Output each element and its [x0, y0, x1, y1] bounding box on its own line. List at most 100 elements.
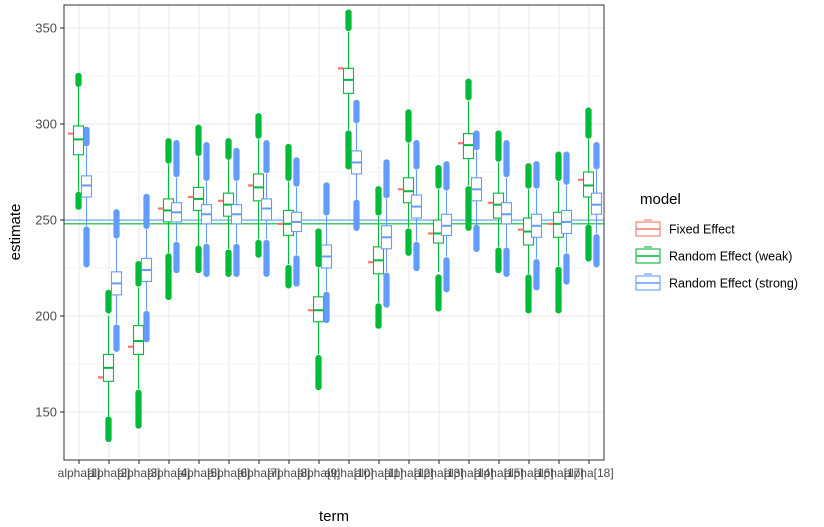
- x-tick-label: alpha[1]: [58, 466, 101, 480]
- outlier-point: [525, 274, 532, 281]
- box-random-weak: [342, 9, 355, 170]
- outlier-point: [105, 416, 112, 423]
- outlier-point: [585, 107, 592, 114]
- outlier-point: [555, 151, 562, 158]
- outlier-point: [143, 310, 150, 318]
- outlier-point: [225, 249, 232, 256]
- x-tick-label: alpha[16]: [504, 466, 553, 480]
- box-random-weak: [462, 78, 475, 231]
- outlier-point: [255, 239, 262, 247]
- outlier-point: [345, 9, 352, 16]
- box-random-weak: [162, 138, 175, 301]
- outlier-point: [435, 274, 442, 281]
- outlier-point: [375, 186, 382, 193]
- outlier-point: [593, 234, 600, 241]
- y-tick-label: 300: [35, 117, 57, 132]
- outlier-point: [443, 257, 450, 264]
- outlier-point: [503, 140, 510, 147]
- outlier-point: [375, 303, 382, 310]
- x-tick-label: alpha[5]: [178, 466, 221, 480]
- box-random-weak: [402, 109, 415, 256]
- outlier-point: [293, 255, 300, 262]
- outlier-point: [405, 109, 412, 116]
- outlier-point: [413, 140, 420, 147]
- box-random-weak: [252, 113, 265, 258]
- box-random-strong: [320, 182, 333, 324]
- box-random-strong: [500, 140, 513, 277]
- x-tick-label: alpha[13]: [414, 466, 463, 480]
- box-random-strong: [590, 141, 603, 268]
- box-random-strong: [260, 140, 273, 277]
- box-random-weak: [492, 130, 505, 274]
- x-tick-label: alpha[15]: [474, 466, 523, 480]
- outlier-point: [255, 113, 262, 120]
- box-random-strong: [380, 159, 393, 308]
- box-random-strong: [140, 193, 153, 343]
- outlier-point: [173, 140, 180, 147]
- box-random-strong: [530, 161, 543, 291]
- box-random-weak: [192, 124, 205, 274]
- y-tick-label: 200: [35, 309, 57, 324]
- fixed-effect-series: [68, 67, 583, 379]
- outlier-point: [143, 193, 150, 201]
- box-random-strong: [350, 99, 363, 231]
- outlier-point: [473, 130, 480, 137]
- outlier-point: [113, 324, 120, 331]
- x-tick-label: alpha[11]: [355, 466, 404, 480]
- box-random-strong: [560, 151, 573, 285]
- box-random-weak: [522, 163, 535, 314]
- outlier-point: [75, 72, 82, 80]
- outlier-point: [383, 272, 390, 279]
- outlier-point: [105, 289, 112, 297]
- x-tick-label: alpha[7]: [238, 466, 281, 480]
- outlier-point: [315, 355, 322, 362]
- outlier-point: [383, 159, 390, 166]
- x-axis-title: term: [319, 508, 349, 525]
- y-axis-title: estimate: [7, 204, 24, 261]
- box-random-weak: [312, 228, 325, 391]
- y-tick-label: 150: [35, 405, 57, 420]
- box-random-strong: [200, 141, 213, 277]
- outlier-point: [585, 224, 592, 231]
- legend-label: Random Effect (weak): [669, 250, 792, 264]
- outlier-point: [165, 253, 172, 260]
- reference-lines: [64, 219, 604, 225]
- x-tick-label: alpha[6]: [208, 466, 251, 480]
- outlier-point: [353, 199, 360, 206]
- outlier-point: [495, 130, 502, 137]
- outlier-point: [413, 241, 420, 249]
- x-tick-label: alpha[17]: [534, 466, 583, 480]
- outlier-point: [465, 186, 472, 193]
- outlier-point: [195, 124, 202, 132]
- x-tick-label: alpha[2]: [88, 466, 131, 480]
- outlier-point: [83, 226, 90, 233]
- outlier-point: [263, 140, 270, 147]
- outlier-point: [285, 264, 292, 272]
- box-random-strong: [170, 140, 183, 274]
- outlier-point: [593, 141, 600, 149]
- outlier-point: [263, 239, 270, 247]
- outlier-point: [323, 182, 330, 189]
- outlier-point: [495, 247, 502, 254]
- x-tick-label: alpha[4]: [148, 466, 191, 480]
- plot-border: [63, 4, 605, 461]
- box-random-strong: [410, 140, 423, 272]
- box-random-weak: [72, 72, 85, 210]
- legend-item: Random Effect (strong): [635, 273, 798, 291]
- outlier-point: [203, 243, 210, 251]
- outlier-point: [173, 241, 180, 249]
- outlier-point: [233, 147, 240, 155]
- box-random-strong: [440, 161, 453, 293]
- box-random-strong: [290, 157, 303, 287]
- x-tick-label: alpha[8]: [268, 466, 311, 480]
- outlier-point: [285, 143, 292, 151]
- legend: model Fixed Effect Random Effect (weak) Ra…: [635, 191, 798, 291]
- x-tick-label: alpha[9]: [298, 466, 341, 480]
- x-tick-label: alpha[14]: [444, 466, 493, 480]
- box-random-weak: [222, 138, 235, 277]
- outlier-point: [473, 224, 480, 231]
- outlier-point: [533, 161, 540, 168]
- box-random-weak: [282, 143, 295, 289]
- box-random-weak: [552, 151, 565, 314]
- outlier-point: [113, 209, 120, 216]
